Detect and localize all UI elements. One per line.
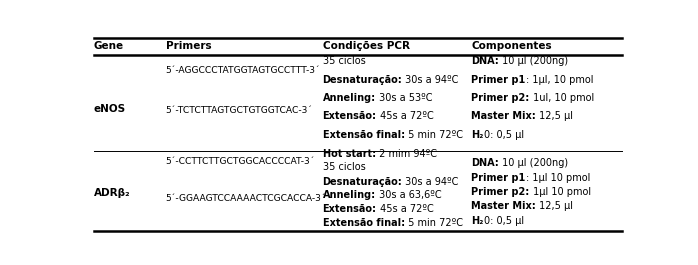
Text: Extensão final:: Extensão final: [322, 130, 405, 140]
Text: 5´-TCTCTTAGTGCTGTGGTCAC-3´: 5´-TCTCTTAGTGCTGTGGTCAC-3´ [165, 106, 313, 115]
Text: Primer p1: Primer p1 [471, 75, 526, 85]
Text: 35 ciclos: 35 ciclos [322, 56, 365, 67]
Text: Desnaturação:: Desnaturação: [322, 75, 402, 85]
Text: Extensão final:: Extensão final: [322, 218, 405, 228]
Text: 10 µl (200ng): 10 µl (200ng) [499, 158, 568, 169]
Text: 5´-GGAAGTCCAAAACTCGCACCA-3´: 5´-GGAAGTCCAAAACTCGCACCA-3´ [165, 194, 326, 203]
Text: 5 min 72ºC: 5 min 72ºC [405, 218, 463, 228]
Text: : 1µl, 10 pmol: : 1µl, 10 pmol [526, 75, 593, 85]
Text: 0: 0,5 µl: 0: 0,5 µl [484, 130, 524, 140]
Text: 12,5 µl: 12,5 µl [536, 201, 573, 211]
Text: Desnaturação:: Desnaturação: [322, 177, 402, 187]
Text: Anneling:: Anneling: [322, 93, 376, 103]
Text: 5´-AGGCCCTATGGTAGTGCCTTT-3´: 5´-AGGCCCTATGGTAGTGCCTTT-3´ [165, 66, 320, 75]
Text: 12,5 µl: 12,5 µl [536, 112, 573, 121]
Text: 30s a 94ºC: 30s a 94ºC [402, 75, 459, 85]
Text: 45s a 72ºC: 45s a 72ºC [376, 204, 433, 214]
Text: 30s a 53ºC: 30s a 53ºC [376, 93, 432, 103]
Text: Anneling:: Anneling: [322, 191, 376, 200]
Text: Master Mix:: Master Mix: [471, 201, 536, 211]
Text: 30s a 94ºC: 30s a 94ºC [402, 177, 459, 187]
Text: Primers: Primers [165, 41, 211, 51]
Text: Primer p1: Primer p1 [471, 173, 526, 183]
Text: 1µl 10 pmol: 1µl 10 pmol [530, 187, 591, 197]
Text: Primer p2:: Primer p2: [471, 93, 530, 103]
Text: : 1µl 10 pmol: : 1µl 10 pmol [526, 173, 590, 183]
Text: 45s a 72ºC: 45s a 72ºC [376, 112, 433, 121]
Text: 2 mim 94ºC: 2 mim 94ºC [376, 149, 437, 159]
Text: 30s a 63,6ºC: 30s a 63,6ºC [376, 191, 441, 200]
Text: 10 µl (200ng): 10 µl (200ng) [499, 56, 568, 67]
Text: eNOS: eNOS [94, 104, 126, 114]
Text: DNA:: DNA: [471, 56, 499, 67]
Text: H₂: H₂ [471, 130, 484, 140]
Text: 5´-CCTTCTTGCTGGCACCCCAT-3´: 5´-CCTTCTTGCTGGCACCCCAT-3´ [165, 157, 315, 166]
Text: Master Mix:: Master Mix: [471, 112, 536, 121]
Text: 35 ciclos: 35 ciclos [322, 162, 365, 173]
Text: Extensão:: Extensão: [322, 112, 376, 121]
Text: Hot start:: Hot start: [322, 149, 376, 159]
Text: Condições PCR: Condições PCR [322, 41, 410, 51]
Text: Gene: Gene [94, 41, 124, 51]
Text: ADRβ₂: ADRβ₂ [94, 188, 131, 198]
Text: H₂: H₂ [471, 215, 484, 226]
Text: DNA:: DNA: [471, 158, 499, 169]
Text: 5 min 72ºC: 5 min 72ºC [405, 130, 463, 140]
Text: 0: 0,5 µl: 0: 0,5 µl [484, 215, 524, 226]
Text: Extensão:: Extensão: [322, 204, 376, 214]
Text: Primer p2:: Primer p2: [471, 187, 530, 197]
Text: Componentes: Componentes [471, 41, 552, 51]
Text: 1ul, 10 pmol: 1ul, 10 pmol [530, 93, 594, 103]
